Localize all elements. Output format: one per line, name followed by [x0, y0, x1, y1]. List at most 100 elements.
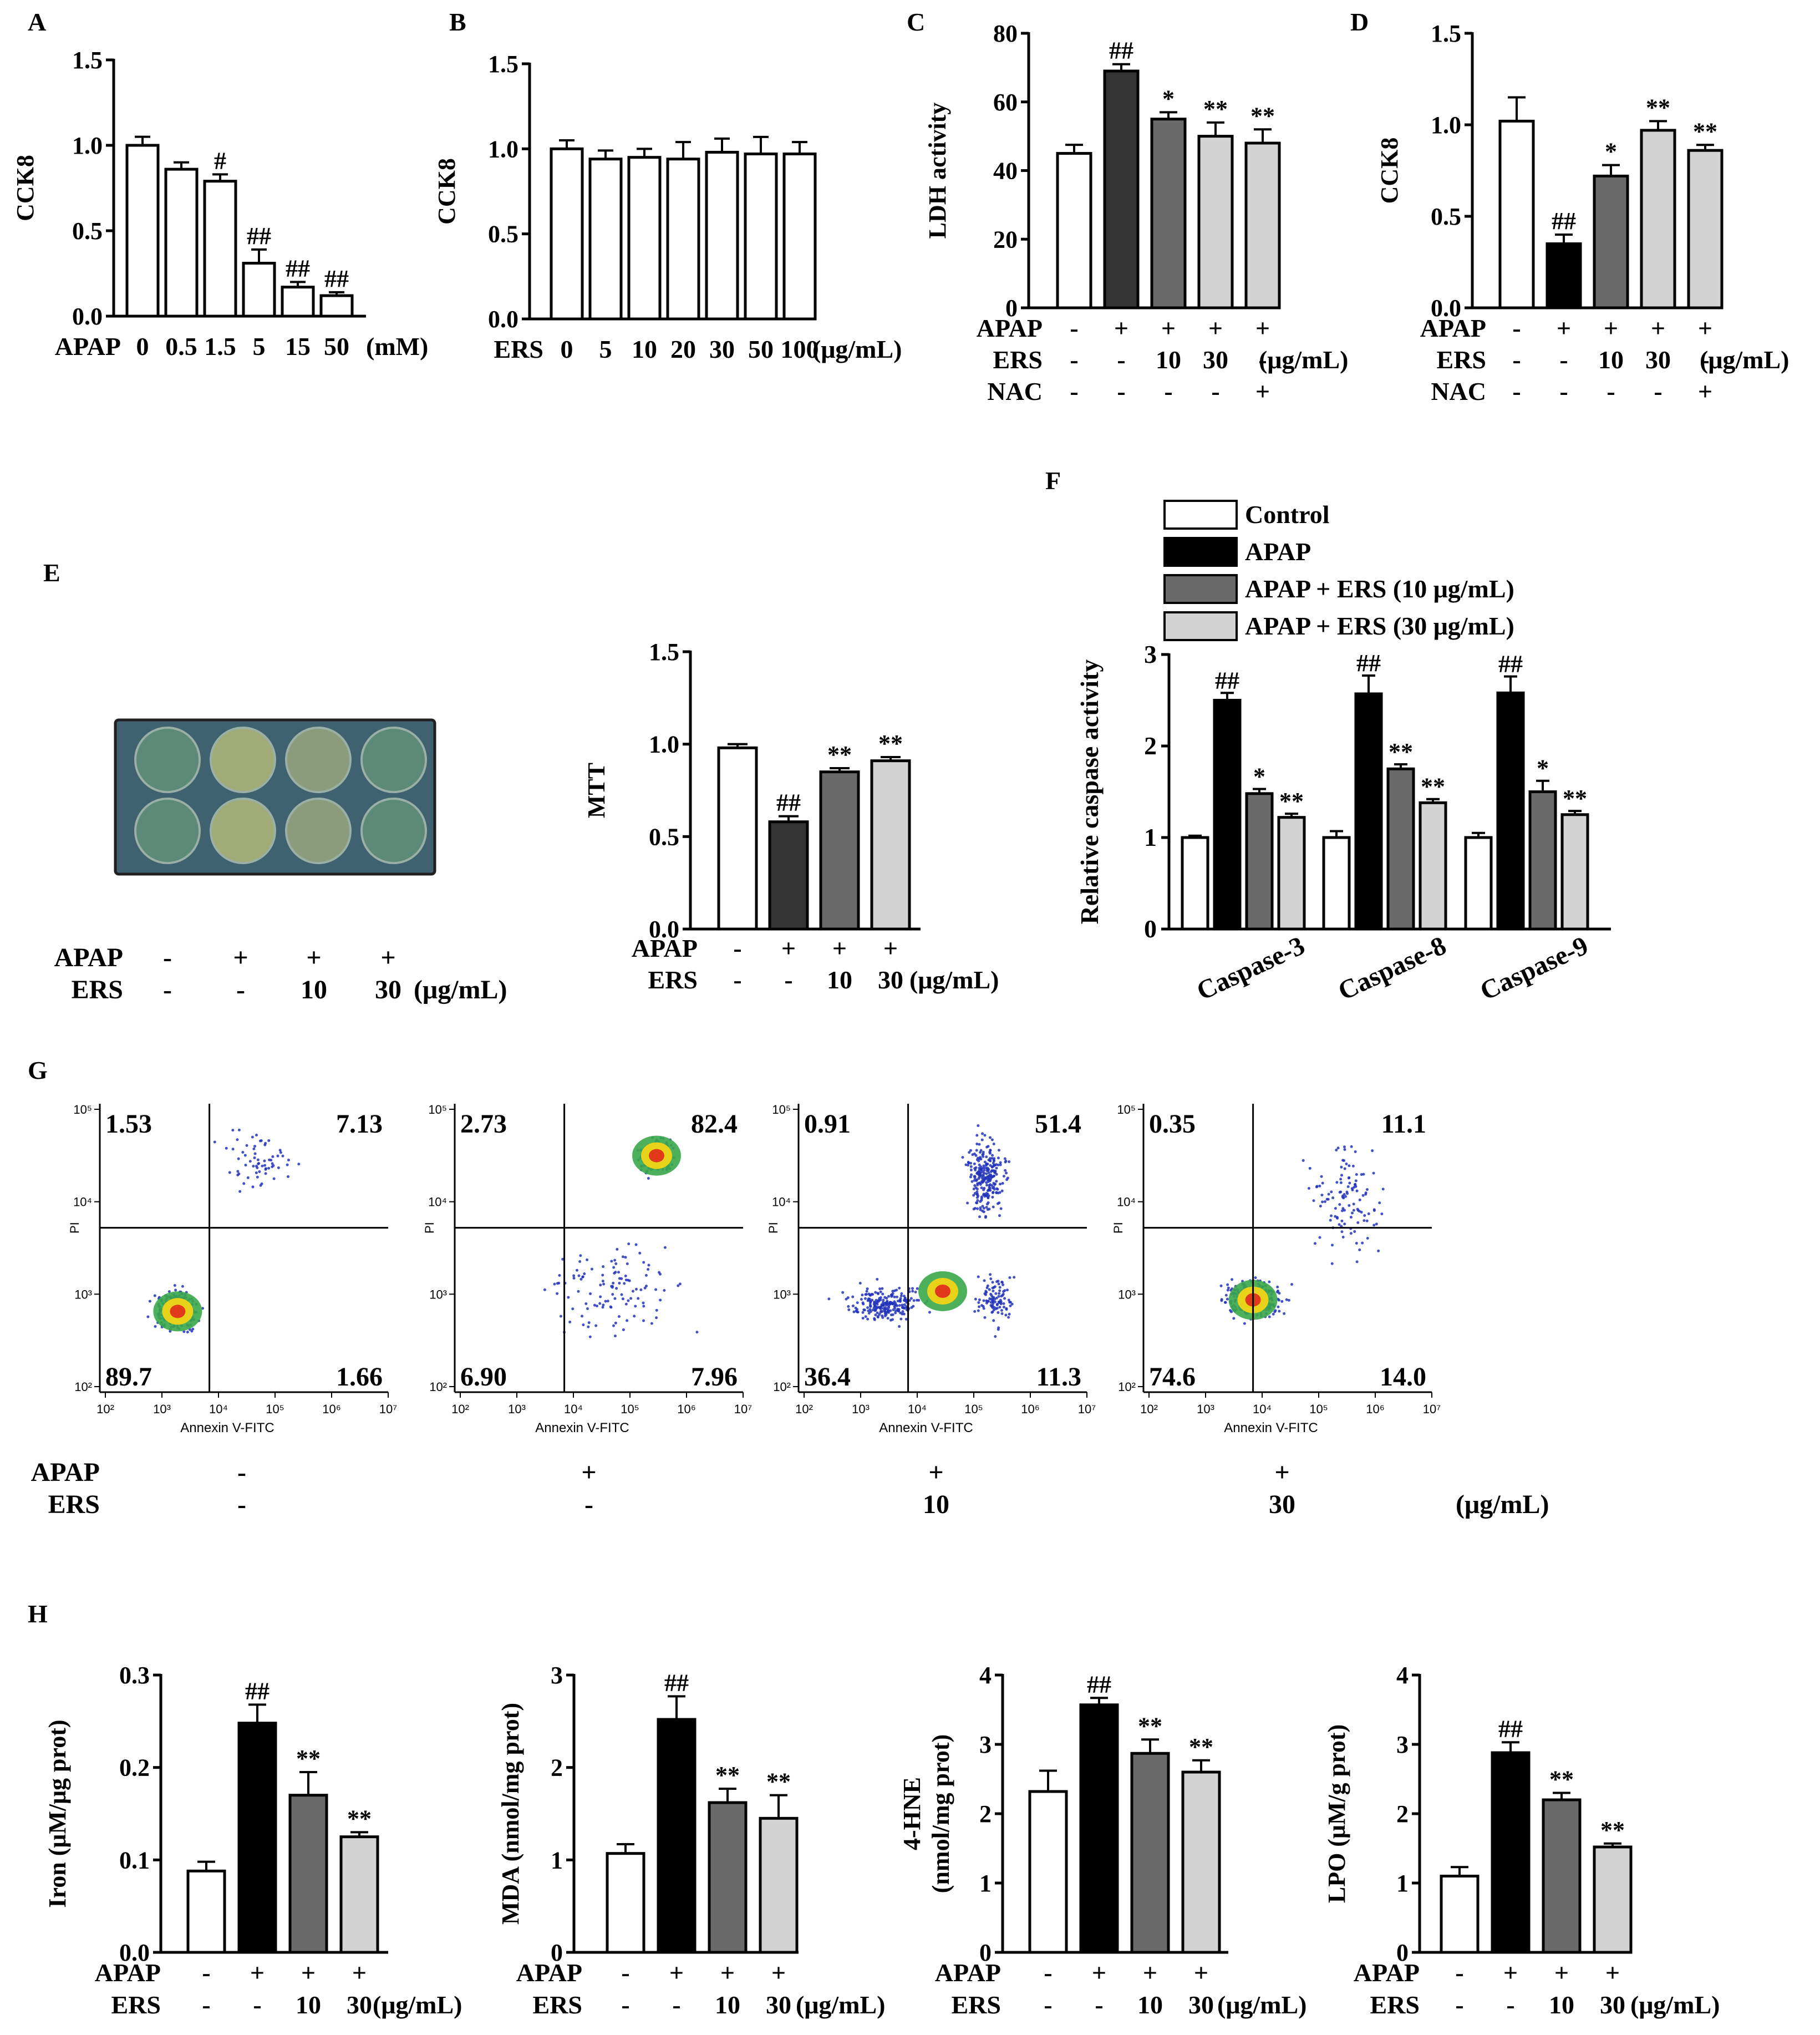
quadrant-value-ur: 11.1: [1381, 1109, 1426, 1139]
flow-event-dot: [618, 1281, 621, 1285]
bar: [288, 1794, 328, 1954]
plate-well: [360, 727, 427, 793]
flow-event-dot: [613, 1258, 617, 1262]
category-label: 1.5: [204, 332, 236, 361]
flow-event-dot: [992, 1205, 995, 1209]
flow-event-dot: [988, 1157, 992, 1160]
flow-event-dot: [992, 1290, 995, 1293]
bar: [708, 1801, 748, 1954]
treatment-value: +: [301, 1958, 316, 1987]
flow-event-dot: [999, 1161, 1002, 1164]
y-tick-label: 1.0: [72, 132, 103, 159]
significance-mark: ##: [1087, 1671, 1111, 1698]
flow-event-dot: [146, 1315, 150, 1318]
y-tick-label: 4: [1396, 1662, 1409, 1689]
treatment-value: -: [202, 1958, 210, 1987]
flow-event-dot: [577, 1290, 580, 1293]
flow-event-dot: [1283, 1312, 1286, 1315]
flow-event-dot: [971, 1153, 974, 1156]
flow-event-dot: [1001, 1283, 1005, 1286]
flow-event-dot: [967, 1160, 970, 1164]
flow-event-dot: [1009, 1305, 1012, 1308]
flow-event-dot: [866, 1317, 870, 1321]
flow-event-dot: [578, 1260, 582, 1263]
flow-event-dot: [594, 1324, 598, 1327]
flow-x-axis-label: Annexin V-FITC: [180, 1420, 274, 1435]
category-label: 10: [632, 335, 657, 363]
flow-event-dot: [587, 1321, 591, 1324]
treatment-value: +: [832, 934, 847, 962]
treatment-value: 10: [827, 966, 852, 994]
flow-event-dot: [1000, 1312, 1004, 1316]
flow-event-dot: [871, 1308, 875, 1312]
flow-event-dot: [1004, 1160, 1007, 1164]
significance-mark: **: [1646, 94, 1670, 121]
bar: [1498, 119, 1535, 309]
flow-event-dot: [556, 1282, 559, 1285]
flow-event-dot: [861, 1317, 865, 1320]
significance-mark: **: [1563, 785, 1587, 812]
legend-swatch: [1163, 537, 1238, 567]
flow-event-dot: [1268, 1280, 1271, 1283]
bar: [125, 144, 160, 318]
flow-event-dot: [881, 1287, 884, 1290]
flow-y-tick-label: 10³: [1118, 1287, 1136, 1301]
flow-event-dot: [620, 1293, 623, 1296]
quadrant-value-lr: 14.0: [1380, 1362, 1426, 1392]
flow-event-dot: [1009, 1301, 1012, 1304]
treatment-row-label: ERS: [533, 1991, 582, 2019]
flow-event-dot: [612, 1281, 615, 1285]
plate-treatment-value: +: [306, 943, 321, 972]
flow-event-dot: [1341, 1235, 1345, 1239]
treatment-row-label: APAP: [632, 934, 698, 962]
treatment-row-label: APAP: [935, 1958, 1001, 1987]
bar: [1244, 141, 1281, 309]
flow-event-dot: [1002, 1175, 1005, 1178]
flow-event-dot: [985, 1202, 989, 1206]
flow-event-dot: [1219, 1284, 1223, 1287]
y-tick-label: 0.5: [1431, 203, 1461, 230]
flow-event-dot: [969, 1168, 973, 1171]
flow-event-dot: [979, 1171, 983, 1174]
bar: [1130, 1752, 1170, 1954]
flow-event-dot: [153, 1294, 156, 1297]
flow-event-dot: [977, 1301, 980, 1305]
flow-event-dot: [995, 1166, 998, 1170]
flow-event-dot: [622, 1328, 625, 1332]
flow-event-dot: [1354, 1150, 1357, 1154]
flow-event-dot: [287, 1158, 290, 1161]
bar: [1028, 1790, 1068, 1954]
flow-event-dot: [881, 1310, 884, 1313]
flow-event-dot: [985, 1184, 989, 1187]
flow-event-dot: [236, 1138, 239, 1141]
unit-label: (μg/mL): [909, 966, 999, 994]
flow-event-dot: [561, 1257, 565, 1261]
bar: [1528, 790, 1557, 931]
flow-treatment-apap: +: [581, 1458, 596, 1487]
flow-event-dot: [1006, 1288, 1009, 1292]
flow-event-dot: [1361, 1241, 1364, 1245]
y-tick-label: 2: [979, 1800, 992, 1828]
flow-event-dot: [584, 1302, 588, 1305]
flow-event-dot: [991, 1306, 994, 1310]
flow-event-dot: [243, 1154, 247, 1157]
flow-event-dot: [1356, 1221, 1360, 1224]
flow-event-dot: [577, 1274, 581, 1277]
y-tick-label: 2: [1396, 1800, 1409, 1828]
flow-event-dot: [637, 1297, 640, 1300]
flow-event-dot: [1338, 1203, 1341, 1206]
significance-mark: ##: [1215, 667, 1239, 694]
y-tick-label: 1.5: [649, 638, 679, 666]
flow-event-dot: [856, 1301, 859, 1305]
bar: [1560, 813, 1589, 931]
flow-event-dot: [989, 1164, 992, 1167]
flow-event-dot: [868, 1308, 872, 1311]
y-tick-label: 0.5: [649, 823, 679, 850]
significance-mark: **: [1279, 788, 1304, 815]
flow-event-dot: [1323, 1200, 1326, 1204]
flow-event-dot: [893, 1295, 896, 1298]
flow-event-dot: [999, 1300, 1003, 1303]
flow-x-axis-label: Annexin V-FITC: [879, 1420, 973, 1435]
significance-mark: **: [1203, 95, 1228, 123]
